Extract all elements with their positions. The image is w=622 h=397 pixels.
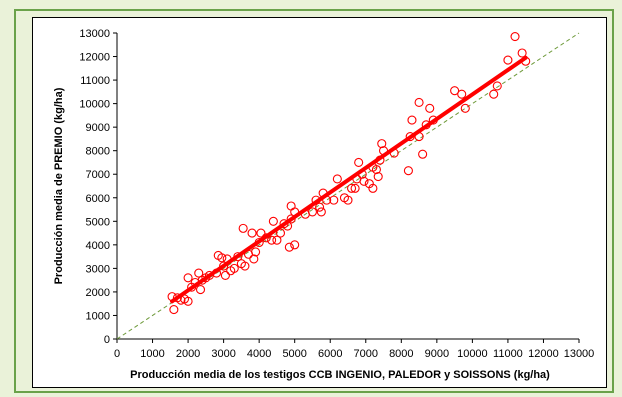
- x-tick-label: 4000: [247, 348, 271, 360]
- y-axis-label: Producción media de PREMIO (kg/ha): [53, 87, 65, 284]
- data-point: [350, 183, 360, 193]
- x-tick-label: 1000: [140, 348, 164, 360]
- data-point: [169, 305, 179, 315]
- data-point: [450, 86, 460, 96]
- y-tick-label: 5000: [86, 216, 110, 228]
- x-axis-label: Producción media de los testigos CCB ING…: [130, 369, 550, 381]
- y-tick-label: 10000: [79, 99, 110, 111]
- data-point: [183, 296, 193, 306]
- data-point: [373, 172, 383, 182]
- x-tick-label: 0: [114, 348, 120, 360]
- x-tick-label: 11000: [493, 348, 523, 360]
- data-point: [492, 81, 502, 91]
- y-tick-label: 11000: [80, 75, 110, 87]
- x-tick-label: 12000: [528, 348, 559, 360]
- data-point: [517, 48, 527, 58]
- data-point: [183, 273, 193, 283]
- data-point: [251, 247, 261, 257]
- data-point: [195, 285, 206, 295]
- data-point: [425, 103, 435, 113]
- data-point: [249, 254, 259, 264]
- y-tick-label: 4000: [86, 240, 110, 252]
- y-tick-label: 13000: [79, 28, 110, 40]
- x-tick-label: 10000: [457, 348, 488, 360]
- data-point: [347, 183, 357, 193]
- x-tick-label: 9000: [425, 348, 449, 360]
- data-point: [368, 183, 378, 193]
- y-tick-label: 1000: [86, 310, 110, 322]
- data-point: [403, 166, 413, 176]
- x-tick-label: 2000: [176, 348, 200, 360]
- axes-layer: 0 1000 2000 3000 4000 5000 6000 7000 8000 9000 100…: [79, 28, 594, 360]
- data-point: [371, 164, 381, 175]
- data-point: [220, 270, 230, 280]
- data-point: [329, 195, 339, 205]
- y-tick-label: 6000: [86, 193, 110, 205]
- data-point: [407, 115, 417, 125]
- data-point: [510, 31, 520, 42]
- data-point: [414, 97, 424, 107]
- y-tick-label: 0: [104, 334, 110, 346]
- data-point: [247, 228, 257, 238]
- x-tick-label: 3000: [211, 348, 235, 360]
- data-point: [354, 157, 364, 168]
- data-point: [284, 242, 294, 252]
- y-tick-label: 3000: [86, 263, 110, 275]
- data-point: [268, 216, 278, 226]
- x-tick-label: 6000: [318, 348, 342, 360]
- data-point: [332, 174, 342, 184]
- y-tick-label: 9000: [86, 122, 110, 134]
- data-point: [240, 261, 250, 271]
- data-point: [290, 240, 300, 250]
- x-tick-label: 7000: [354, 348, 378, 360]
- data-point: [307, 207, 318, 217]
- x-tick-label: 5000: [282, 348, 306, 360]
- data-point: [316, 207, 326, 217]
- data-point: [343, 195, 353, 205]
- data-point: [457, 89, 467, 99]
- data-point: [267, 235, 277, 245]
- data-point: [272, 235, 282, 245]
- data-point: [377, 139, 387, 149]
- x-tick-label: 13000: [564, 348, 595, 360]
- data-point: [238, 223, 248, 233]
- data-point: [219, 261, 229, 271]
- data-point: [418, 149, 428, 159]
- y-tick-label: 7000: [86, 169, 110, 181]
- data-point: [489, 89, 499, 99]
- data-point: [359, 176, 369, 186]
- data-point: [460, 103, 470, 113]
- points-layer: [167, 31, 531, 315]
- x-tick-label: 8000: [389, 348, 413, 360]
- data-point: [194, 268, 204, 278]
- data-point: [286, 201, 296, 211]
- data-point: [315, 202, 325, 212]
- data-point: [217, 253, 227, 263]
- y-tick-label: 12000: [79, 52, 110, 64]
- trend-line: [170, 55, 528, 304]
- data-point: [503, 55, 513, 65]
- y-tick-label: 8000: [86, 146, 110, 158]
- y-tick-label: 2000: [86, 287, 110, 299]
- data-point: [229, 263, 239, 273]
- data-point: [256, 228, 266, 238]
